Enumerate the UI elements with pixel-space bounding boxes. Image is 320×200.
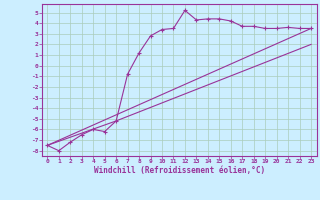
X-axis label: Windchill (Refroidissement éolien,°C): Windchill (Refroidissement éolien,°C) — [94, 166, 265, 175]
